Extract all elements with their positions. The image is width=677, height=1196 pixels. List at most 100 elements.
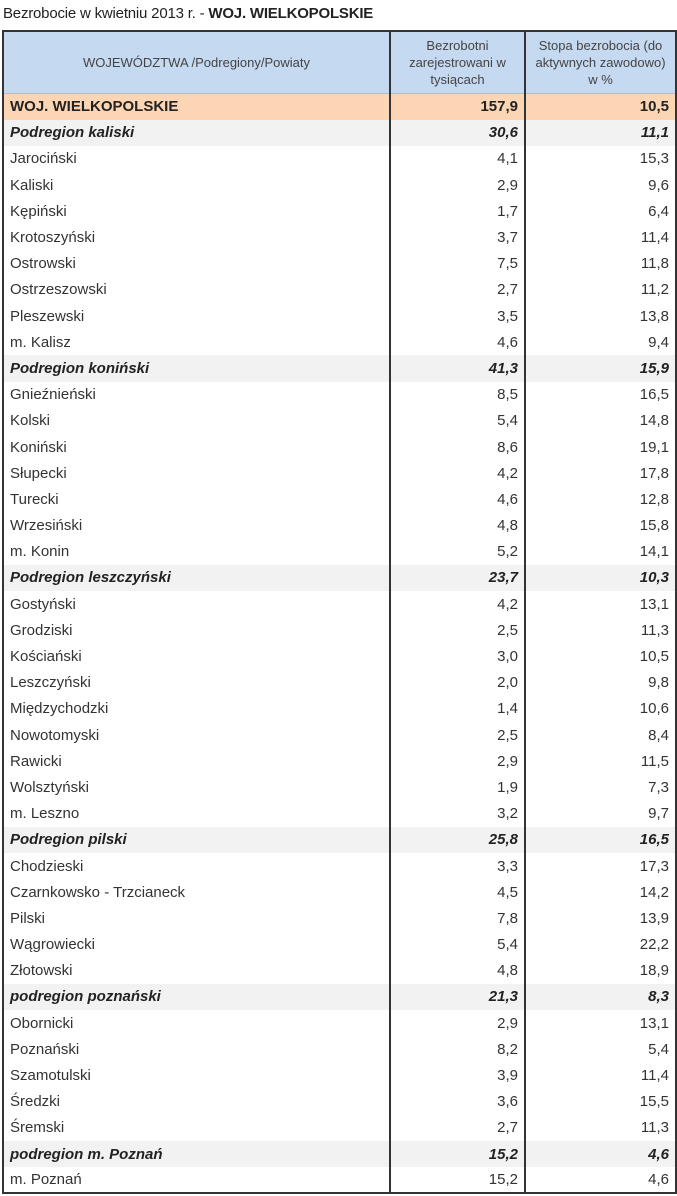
- region-name-cell: Grodziski: [10, 621, 73, 639]
- county-row: Wolsztyński 1,9 7,3: [3, 774, 676, 801]
- unemployed-cell: 4,5: [389, 879, 525, 906]
- unemployed-cell: 3,2: [389, 800, 525, 827]
- region-name-cell: Koniński: [10, 438, 67, 456]
- rate-cell: 17,3: [524, 852, 676, 880]
- unemployed-cell: 7,5: [389, 250, 525, 277]
- title-prefix: Bezrobocie w kwietniu 2013 r. -: [3, 5, 209, 22]
- unemployed-cell: 2,9: [389, 172, 525, 199]
- rate-cell: 8,4: [524, 722, 676, 749]
- unemployed-cell: 8,2: [389, 1036, 525, 1063]
- rate-cell: 15,5: [524, 1088, 676, 1115]
- region-name-cell: Kościański: [10, 648, 82, 666]
- subregion-row: Podregion leszczyński 23,7 10,3: [3, 564, 676, 592]
- county-row: Ostrowski 7,5 11,8: [3, 250, 676, 277]
- unemployed-cell: 157,9: [389, 93, 525, 120]
- unemployed-cell: 5,4: [389, 407, 525, 434]
- county-row: Wrzesiński 4,8 15,8: [3, 512, 676, 539]
- rate-cell: 19,1: [524, 433, 676, 461]
- unemployed-cell: 2,7: [389, 1114, 525, 1141]
- region-name-cell: Podregion pilski: [3, 826, 390, 853]
- rate-cell: 15,8: [524, 512, 676, 539]
- rate-cell: 10,6: [524, 695, 676, 722]
- unemployed-cell: 8,6: [389, 433, 525, 461]
- rate-cell: 11,2: [524, 276, 676, 303]
- unemployed-cell: 2,0: [389, 669, 525, 696]
- region-name-cell: Kępiński: [10, 202, 67, 220]
- rate-cell: 18,9: [524, 957, 676, 984]
- unemployed-cell: 3,9: [389, 1062, 525, 1089]
- table-header-row: WOJEWÓDZTWA /Podregiony/Powiaty Bezrobot…: [3, 31, 676, 94]
- document-title: Bezrobocie w kwietniu 2013 r. - WOJ. WIE…: [3, 5, 373, 22]
- rate-cell: 9,6: [524, 172, 676, 199]
- region-name-cell: Słupecki: [10, 464, 67, 482]
- county-row: Słupecki 4,2 17,8: [3, 460, 676, 487]
- unemployed-cell: 1,9: [389, 774, 525, 801]
- region-name-cell: m. Poznań: [10, 1171, 82, 1189]
- region-name-cell: Rawicki: [10, 752, 62, 770]
- rate-cell: 15,3: [524, 145, 676, 173]
- rate-cell: 14,1: [524, 538, 676, 565]
- rate-cell: 17,8: [524, 460, 676, 487]
- county-row: Gnieźnieński 8,5 16,5: [3, 381, 676, 408]
- unemployed-cell: 4,8: [389, 512, 525, 539]
- rate-cell: 5,4: [524, 1036, 676, 1063]
- unemployed-cell: 2,5: [389, 722, 525, 749]
- region-name-cell: Gnieźnieński: [10, 386, 96, 404]
- region-name-cell: m. Konin: [10, 543, 70, 561]
- county-row: Koniński 8,6 19,1: [3, 433, 676, 461]
- region-name-cell: Podregion leszczyński: [3, 564, 390, 592]
- rate-cell: 9,4: [524, 329, 676, 356]
- unemployed-cell: 3,5: [389, 303, 525, 330]
- unemployed-cell: 3,6: [389, 1088, 525, 1115]
- unemployed-cell: 1,7: [389, 198, 525, 225]
- region-name-cell: m. Kalisz: [10, 333, 71, 351]
- region-name-cell: Pleszewski: [10, 307, 85, 325]
- unemployed-cell: 3,3: [389, 852, 525, 880]
- region-name-cell: Jarociński: [10, 150, 77, 168]
- rate-cell: 8,3: [524, 983, 676, 1011]
- county-row: Ostrzeszowski 2,7 11,2: [3, 276, 676, 303]
- region-name-cell: Krotoszyński: [10, 229, 96, 247]
- rate-cell: 10,5: [524, 93, 676, 120]
- unemployed-cell: 2,9: [389, 748, 525, 775]
- county-row: Turecki 4,6 12,8: [3, 486, 676, 513]
- unemployed-cell: 2,7: [389, 276, 525, 303]
- rate-cell: 22,2: [524, 931, 676, 958]
- region-name-cell: Złotowski: [10, 962, 73, 980]
- region-name-cell: Podregion koniński: [3, 355, 390, 382]
- region-name-cell: Wrzesiński: [10, 517, 83, 535]
- region-name-cell: Turecki: [10, 490, 59, 508]
- rate-cell: 11,3: [524, 617, 676, 644]
- rate-cell: 9,7: [524, 800, 676, 827]
- region-name-cell: podregion m. Poznań: [3, 1141, 390, 1168]
- region-name-cell: Chodzieski: [10, 857, 84, 875]
- unemployed-cell: 7,8: [389, 905, 525, 932]
- county-row: Czarnkowsko - Trzcianeck 4,5 14,2: [3, 879, 676, 906]
- unemployed-cell: 15,2: [389, 1141, 525, 1168]
- county-row: Złotowski 4,8 18,9: [3, 957, 676, 984]
- rate-cell: 11,4: [524, 1062, 676, 1089]
- county-row: Grodziski 2,5 11,3: [3, 617, 676, 644]
- county-row: Pilski 7,8 13,9: [3, 905, 676, 932]
- region-name-cell: Gostyński: [10, 595, 76, 613]
- region-name-cell: WOJ. WIELKOPOLSKIE: [3, 93, 390, 120]
- rate-cell: 9,8: [524, 669, 676, 696]
- rate-cell: 11,8: [524, 250, 676, 277]
- rate-cell: 16,5: [524, 381, 676, 408]
- county-row: Krotoszyński 3,7 11,4: [3, 224, 676, 251]
- rate-cell: 13,9: [524, 905, 676, 932]
- region-name-cell: Obornicki: [10, 1014, 74, 1032]
- rate-cell: 10,5: [524, 643, 676, 670]
- unemployed-cell: 3,0: [389, 643, 525, 670]
- unemployed-cell: 5,2: [389, 538, 525, 565]
- unemployed-cell: 3,7: [389, 224, 525, 251]
- header-rate: Stopa bezrobocia (do aktywnych zawodowo)…: [524, 31, 676, 94]
- rate-cell: 11,1: [524, 119, 676, 146]
- region-name-cell: Podregion kaliski: [3, 119, 390, 146]
- rate-cell: 4,6: [524, 1167, 676, 1194]
- county-row: Nowotomyski 2,5 8,4: [3, 722, 676, 749]
- subregion-row: podregion m. Poznań 15,2 4,6: [3, 1141, 676, 1168]
- county-row: Kępiński 1,7 6,4: [3, 198, 676, 225]
- region-name-cell: Leszczyński: [10, 674, 91, 692]
- region-name-cell: Wolsztyński: [10, 778, 89, 796]
